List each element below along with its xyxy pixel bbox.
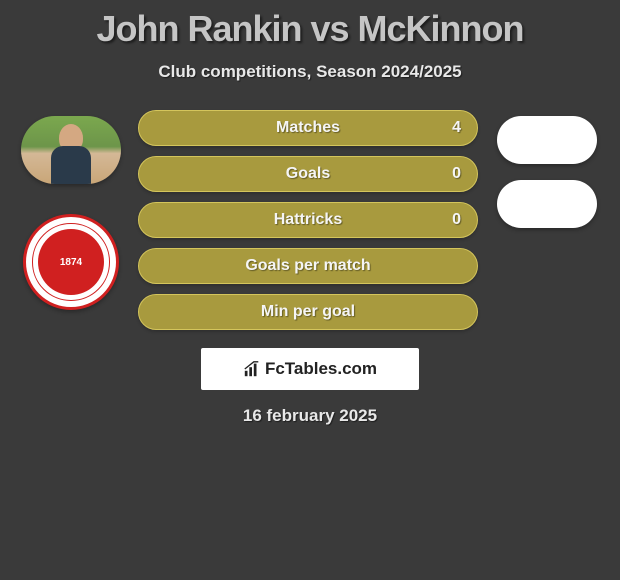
stat-bar-min-per-goal: Min per goal — [138, 294, 478, 330]
chart-icon — [243, 360, 261, 378]
page-subtitle: Club competitions, Season 2024/2025 — [0, 62, 620, 82]
stat-bar-goals-per-match: Goals per match — [138, 248, 478, 284]
stat-value: 0 — [452, 211, 461, 229]
opponent-badge-placeholder — [497, 180, 597, 228]
attribution-site: FcTables.com — [265, 359, 377, 379]
club-badge: 1874 — [23, 214, 119, 310]
attribution-box[interactable]: FcTables.com — [201, 348, 419, 390]
right-column — [482, 110, 612, 228]
footer-date: 16 february 2025 — [0, 406, 620, 426]
attribution-text: FcTables.com — [243, 359, 377, 379]
stat-label: Hattricks — [274, 211, 342, 229]
stat-label: Goals per match — [245, 257, 370, 275]
stat-bar-hattricks: Hattricks 0 — [138, 202, 478, 238]
stat-label: Matches — [276, 119, 340, 137]
main-area: 1874 Matches 4 Goals 0 Hattricks 0 Goals… — [0, 110, 620, 330]
opponent-photo-placeholder — [497, 116, 597, 164]
stat-bar-goals: Goals 0 — [138, 156, 478, 192]
stat-bar-matches: Matches 4 — [138, 110, 478, 146]
left-column: 1874 — [8, 110, 134, 310]
page-title: John Rankin vs McKinnon — [0, 8, 620, 50]
stat-label: Goals — [286, 165, 330, 183]
stat-label: Min per goal — [261, 303, 355, 321]
stats-column: Matches 4 Goals 0 Hattricks 0 Goals per … — [134, 110, 482, 330]
stat-value: 0 — [452, 165, 461, 183]
club-badge-year: 1874 — [38, 229, 105, 296]
widget-container: John Rankin vs McKinnon Club competition… — [0, 0, 620, 426]
stat-value: 4 — [452, 119, 461, 137]
player-photo — [21, 116, 121, 184]
